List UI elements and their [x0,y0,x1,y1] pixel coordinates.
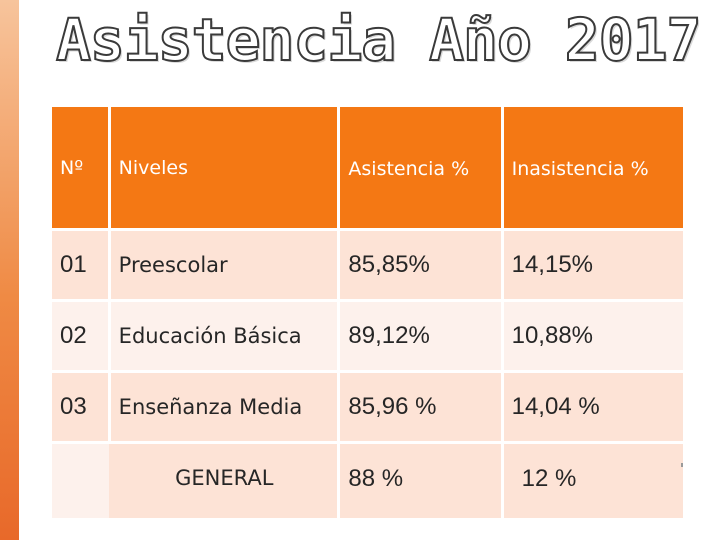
row-non-attendance: 10,88% [502,299,683,372]
slide-title: Asistencia Año 2017 [55,5,702,75]
row-number: 02 [52,299,111,372]
table-header-row: Nº Niveles Asistencia % Inasistencia % [52,107,683,230]
total-label: GENERAL [109,441,341,518]
row-number: 01 [52,228,111,301]
total-empty-cell [52,441,110,518]
decorative-tick [681,463,683,467]
row-non-attendance: 14,15% [502,228,683,301]
table-row: 03 Enseñanza Media 85,96 % 14,04 % [52,370,683,443]
header-level: Niveles [109,107,341,230]
total-label-text: GENERAL [175,466,274,490]
row-non-attendance: 14,04 % [502,370,683,443]
header-non-attendance: Inasistencia % [502,107,683,230]
attendance-table: Nº Niveles Asistencia % Inasistencia % 0… [52,107,683,518]
row-attendance: 89,12% [338,299,504,372]
row-level: Educación Básica [109,299,341,372]
table-total-row: GENERAL 88 % 12 % [52,441,683,518]
total-attendance: 88 % [338,441,504,518]
row-level: Preescolar [109,228,341,301]
table-row: 02 Educación Básica 89,12% 10,88% [52,299,683,372]
header-attendance: Asistencia % [338,107,504,230]
row-number: 03 [52,370,111,443]
row-level: Enseñanza Media [109,370,341,443]
table-row: 01 Preescolar 85,85% 14,15% [52,228,683,301]
header-number: Nº [52,107,111,230]
decorative-side-bar [0,0,19,540]
row-attendance: 85,85% [338,228,504,301]
row-attendance: 85,96 % [338,370,504,443]
total-non-attendance: 12 % [502,441,683,518]
